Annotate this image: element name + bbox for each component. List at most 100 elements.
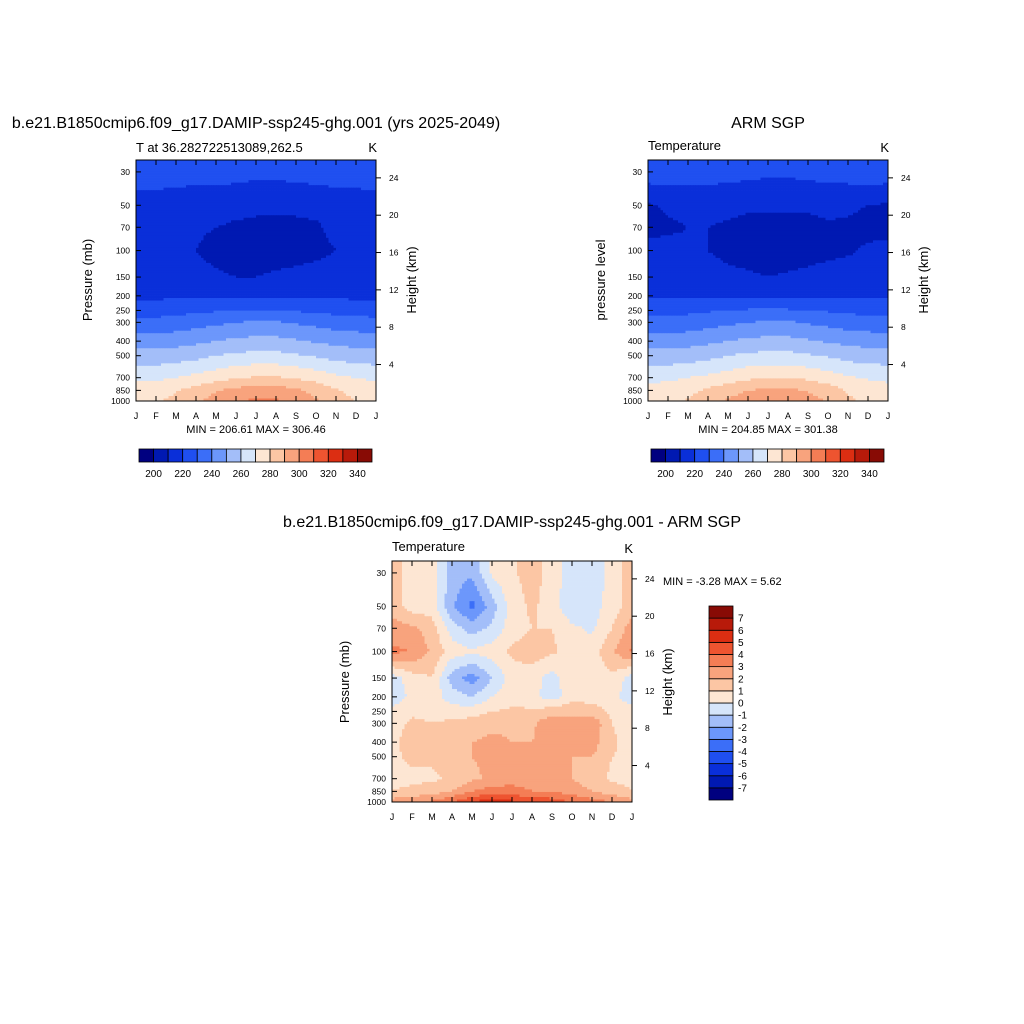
contour-cell <box>369 253 372 256</box>
contour-cell <box>181 208 184 211</box>
contour-cell <box>209 230 212 233</box>
contour-cell <box>184 260 187 263</box>
contour-cell <box>149 173 152 176</box>
contour-cell <box>169 185 172 188</box>
contour-cell <box>351 253 354 256</box>
contour-cell <box>146 208 149 211</box>
contour-cell <box>241 263 244 266</box>
contour-cell <box>274 240 277 243</box>
contour-cell <box>201 170 204 173</box>
contour-cell <box>216 270 219 273</box>
contour-cell <box>299 163 302 166</box>
contour-cell <box>226 178 229 181</box>
contour-cell <box>306 185 309 188</box>
contour-cell <box>266 225 269 228</box>
contour-cell <box>169 281 172 284</box>
contour-cell <box>329 188 332 191</box>
contour-cell <box>276 286 279 289</box>
contour-cell <box>189 218 192 221</box>
contour-cell <box>361 200 364 203</box>
contour-cell <box>161 178 164 181</box>
contour-cell <box>166 253 169 256</box>
contour-cell <box>211 190 214 193</box>
contour-cell <box>184 210 187 213</box>
contour-cell <box>356 168 359 171</box>
contour-cell <box>214 235 217 238</box>
contour-cell <box>319 163 322 166</box>
contour-cell <box>276 248 279 251</box>
contour-cell <box>214 230 217 233</box>
contour-cell <box>211 195 214 198</box>
contour-cell <box>239 173 242 176</box>
contour-cell <box>239 210 242 213</box>
contour-cell <box>186 175 189 178</box>
contour-cell <box>146 260 149 263</box>
contour-cell <box>239 273 242 276</box>
contour-cell <box>179 188 182 191</box>
contour-cell <box>234 203 237 206</box>
contour-cell <box>184 248 187 251</box>
contour-cell <box>259 286 262 289</box>
contour-cell <box>286 220 289 223</box>
contour-cell <box>301 193 304 196</box>
contour-cell <box>324 188 327 191</box>
contour-cell <box>279 281 282 284</box>
contour-cell <box>289 205 292 208</box>
contour-cell <box>224 230 227 233</box>
contour-cell <box>239 200 242 203</box>
contour-cell <box>169 265 172 268</box>
contour-cell <box>284 180 287 183</box>
contour-cell <box>151 223 154 226</box>
contour-cell <box>351 198 354 201</box>
contour-cell <box>284 203 287 206</box>
contour-cell <box>214 200 217 203</box>
contour-cell <box>336 213 339 216</box>
contour-cell <box>306 275 309 278</box>
contour-cell <box>156 223 159 226</box>
contour-cell <box>301 173 304 176</box>
contour-cell <box>314 178 317 181</box>
contour-cell <box>244 225 247 228</box>
contour-cell <box>271 213 274 216</box>
contour-cell <box>246 208 249 211</box>
contour-cell <box>216 213 219 216</box>
contour-cell <box>284 210 287 213</box>
contour-cell <box>364 220 367 223</box>
contour-cell <box>174 228 177 231</box>
contour-cell <box>264 163 267 166</box>
contour-cell <box>179 215 182 218</box>
contour-cell <box>234 193 237 196</box>
contour-cell <box>146 283 149 286</box>
contour-cell <box>234 208 237 211</box>
contour-cell <box>256 278 259 281</box>
contour-cell <box>156 260 159 263</box>
contour-cell <box>151 190 154 193</box>
contour-cell <box>144 190 147 193</box>
contour-cell <box>354 178 357 181</box>
contour-cell <box>269 183 272 186</box>
contour-cell <box>346 270 349 273</box>
contour-cell <box>336 273 339 276</box>
contour-cell <box>266 165 269 168</box>
contour-cell <box>346 286 349 289</box>
contour-cell <box>146 238 149 241</box>
contour-cell <box>309 283 312 286</box>
contour-cell <box>219 265 222 268</box>
contour-cell <box>331 170 334 173</box>
contour-cell <box>144 188 147 191</box>
contour-cell <box>349 253 352 256</box>
contour-cell <box>344 265 347 268</box>
contour-cell <box>169 203 172 206</box>
contour-cell <box>359 228 362 231</box>
contour-cell <box>249 281 252 284</box>
contour-cell <box>309 208 312 211</box>
contour-cell <box>314 268 317 271</box>
contour-cell <box>196 210 199 213</box>
contour-cell <box>251 275 254 278</box>
contour-cell <box>229 270 232 273</box>
contour-cell <box>229 208 232 211</box>
contour-cell <box>166 165 169 168</box>
contour-cell <box>259 273 262 276</box>
contour-cell <box>234 248 237 251</box>
contour-cell <box>326 270 329 273</box>
